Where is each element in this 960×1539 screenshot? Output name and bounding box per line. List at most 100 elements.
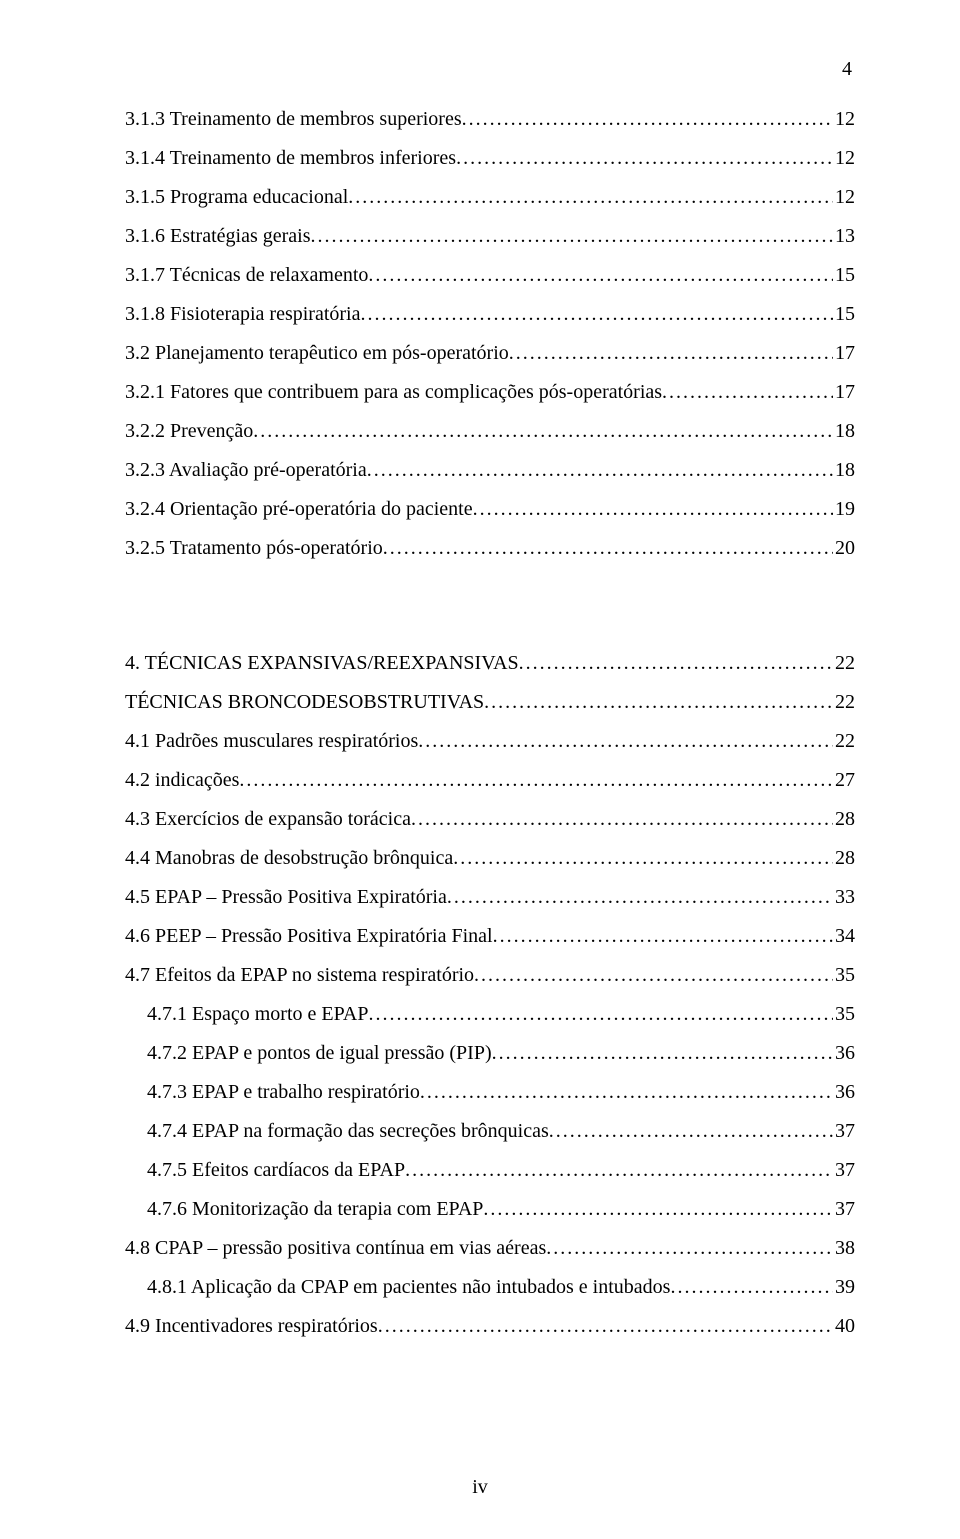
toc-entry: 4.8.1 Aplicação da CPAP em pacientes não… xyxy=(125,1268,855,1307)
toc-entry-page: 35 xyxy=(833,956,855,995)
toc-entry-label: 4.6 PEEP – Pressão Positiva Expiratória … xyxy=(125,917,493,956)
toc-leader-dots xyxy=(253,412,833,451)
toc-leader-dots xyxy=(519,644,833,683)
toc-entry-page: 17 xyxy=(833,373,855,412)
toc-entry-page: 36 xyxy=(833,1073,855,1112)
toc-leader-dots xyxy=(484,683,833,722)
toc-entry: 3.1.8 Fisioterapia respiratória 15 xyxy=(125,295,855,334)
toc-entry-label: 3.2.5 Tratamento pós-operatório xyxy=(125,529,383,568)
toc-entry-page: 35 xyxy=(833,995,855,1034)
toc-entry: 4.7.6 Monitorização da terapia com EPAP3… xyxy=(125,1190,855,1229)
toc-entry-label: 3.2.2 Prevenção xyxy=(125,412,253,451)
toc-entry-page: 33 xyxy=(833,878,855,917)
toc-entry: 4.3 Exercícios de expansão torácica28 xyxy=(125,800,855,839)
toc-leader-dots xyxy=(418,722,833,761)
toc-entry-label: 3.2.3 Avaliação pré-operatória xyxy=(125,451,367,490)
toc-entry: TÉCNICAS BRONCODESOBSTRUTIVAS22 xyxy=(125,683,855,722)
toc-entry-page: 40 xyxy=(833,1307,855,1346)
toc-entry: 4.7.5 Efeitos cardíacos da EPAP 37 xyxy=(125,1151,855,1190)
toc-entry-page: 13 xyxy=(833,217,855,256)
toc-section-chapter4: 4. TÉCNICAS EXPANSIVAS/REEXPANSIVAS 22TÉC… xyxy=(125,644,855,1346)
toc-entry: 3.2 Planejamento terapêutico em pós-oper… xyxy=(125,334,855,373)
toc-entry: 4.7.2 EPAP e pontos de igual pressão (PI… xyxy=(125,1034,855,1073)
toc-entry: 4.7 Efeitos da EPAP no sistema respirató… xyxy=(125,956,855,995)
toc-entry-label: 4.7.1 Espaço morto e EPAP xyxy=(147,995,368,1034)
toc-entry-page: 37 xyxy=(833,1151,855,1190)
toc-entry-label: 4. TÉCNICAS EXPANSIVAS/REEXPANSIVAS xyxy=(125,644,519,683)
toc-entry-label: 3.1.8 Fisioterapia respiratória xyxy=(125,295,361,334)
toc-leader-dots xyxy=(368,995,833,1034)
toc-entry-page: 27 xyxy=(833,761,855,800)
toc-leader-dots xyxy=(662,373,833,412)
toc-entry-label: 3.1.6 Estratégias gerais xyxy=(125,217,311,256)
toc-entry-label: 4.2 indicações xyxy=(125,761,239,800)
toc-leader-dots xyxy=(670,1268,833,1307)
toc-leader-dots xyxy=(462,100,833,139)
toc-entry: 3.2.2 Prevenção18 xyxy=(125,412,855,451)
toc-leader-dots xyxy=(368,256,833,295)
toc-leader-dots xyxy=(378,1307,833,1346)
toc-entry: 4.6 PEEP – Pressão Positiva Expiratória … xyxy=(125,917,855,956)
toc-entry: 4.8 CPAP – pressão positiva contínua em … xyxy=(125,1229,855,1268)
toc-leader-dots xyxy=(474,956,833,995)
toc-leader-dots xyxy=(453,839,833,878)
toc-entry-page: 18 xyxy=(833,451,855,490)
toc-entry-page: 12 xyxy=(833,178,855,217)
toc-leader-dots xyxy=(405,1151,833,1190)
toc-leader-dots xyxy=(473,490,833,529)
toc-entry: 4.7.3 EPAP e trabalho respiratório36 xyxy=(125,1073,855,1112)
toc-leader-dots xyxy=(456,139,833,178)
footer-roman-numeral: iv xyxy=(0,1476,960,1499)
toc-entry-page: 22 xyxy=(833,644,855,683)
toc-entry: 3.2.1 Fatores que contribuem para as com… xyxy=(125,373,855,412)
toc-entry-page: 12 xyxy=(833,100,855,139)
toc-leader-dots xyxy=(420,1073,833,1112)
toc-entry: 4.7.4 EPAP na formação das secreções brô… xyxy=(125,1112,855,1151)
toc-entry-label: 4.9 Incentivadores respiratórios xyxy=(125,1307,378,1346)
toc-entry-page: 15 xyxy=(833,295,855,334)
toc-entry-page: 37 xyxy=(833,1190,855,1229)
toc-entry-label: 4.8.1 Aplicação da CPAP em pacientes não… xyxy=(147,1268,670,1307)
toc-entry: 4.2 indicações 27 xyxy=(125,761,855,800)
toc-leader-dots xyxy=(361,295,834,334)
toc-entry: 3.1.7 Técnicas de relaxamento 15 xyxy=(125,256,855,295)
toc-entry-label: 4.7.4 EPAP na formação das secreções brô… xyxy=(147,1112,549,1151)
toc-leader-dots xyxy=(493,917,833,956)
toc-entry-label: 3.1.3 Treinamento de membros superiores xyxy=(125,100,462,139)
toc-entry: 4.7.1 Espaço morto e EPAP 35 xyxy=(125,995,855,1034)
toc-entry: 4.5 EPAP – Pressão Positiva Expiratória 3… xyxy=(125,878,855,917)
toc-leader-dots xyxy=(348,178,833,217)
toc-section-chapter3: 3.1.3 Treinamento de membros superiores … xyxy=(125,100,855,568)
toc-entry-page: 22 xyxy=(833,722,855,761)
toc-entry-page: 36 xyxy=(833,1034,855,1073)
toc-entry-label: 3.1.4 Treinamento de membros inferiores xyxy=(125,139,456,178)
toc-entry-page: 12 xyxy=(833,139,855,178)
toc-entry: 3.1.6 Estratégias gerais 13 xyxy=(125,217,855,256)
toc-entry-page: 28 xyxy=(833,839,855,878)
toc-entry-label: 4.5 EPAP – Pressão Positiva Expiratória xyxy=(125,878,447,917)
toc-entry-label: 4.7 Efeitos da EPAP no sistema respirató… xyxy=(125,956,474,995)
toc-leader-dots xyxy=(367,451,833,490)
toc-entry-label: 4.7.5 Efeitos cardíacos da EPAP xyxy=(147,1151,405,1190)
toc-entry-page: 15 xyxy=(833,256,855,295)
toc-leader-dots xyxy=(239,761,833,800)
toc-leader-dots xyxy=(483,1190,833,1229)
toc-leader-dots xyxy=(447,878,833,917)
document-page: 4 3.1.3 Treinamento de membros superiore… xyxy=(0,0,960,1539)
toc-entry: 3.1.5 Programa educacional 12 xyxy=(125,178,855,217)
toc-entry-label: 3.1.7 Técnicas de relaxamento xyxy=(125,256,368,295)
toc-entry: 4.1 Padrões musculares respiratórios22 xyxy=(125,722,855,761)
toc-entry-label: 3.1.5 Programa educacional xyxy=(125,178,348,217)
toc-entry-page: 37 xyxy=(833,1112,855,1151)
toc-leader-dots xyxy=(311,217,834,256)
toc-entry: 4.4 Manobras de desobstrução brônquica28 xyxy=(125,839,855,878)
toc-entry-label: 4.3 Exercícios de expansão torácica xyxy=(125,800,411,839)
toc-leader-dots xyxy=(509,334,833,373)
toc-entry-page: 19 xyxy=(833,490,855,529)
toc-entry-page: 17 xyxy=(833,334,855,373)
toc-entry-page: 22 xyxy=(833,683,855,722)
toc-entry: 3.2.5 Tratamento pós-operatório20 xyxy=(125,529,855,568)
toc-leader-dots xyxy=(411,800,833,839)
toc-entry-page: 38 xyxy=(833,1229,855,1268)
section-spacer xyxy=(125,568,855,604)
